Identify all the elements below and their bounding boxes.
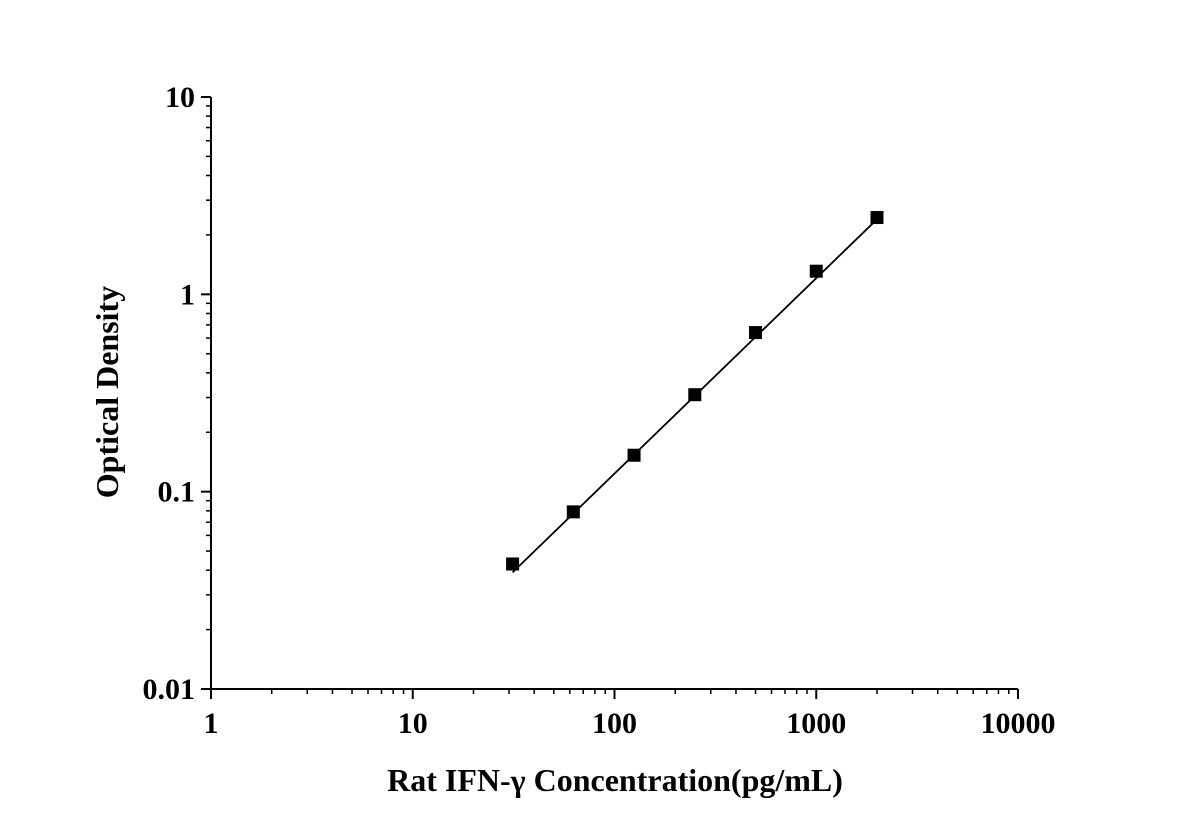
data-point (749, 326, 763, 340)
x-tick-label: 10000 (981, 707, 1056, 740)
x-tick-label: 100 (592, 707, 637, 740)
data-point (688, 388, 702, 402)
x-tick-label: 1000 (786, 707, 846, 740)
y-tick-label: 0.1 (158, 476, 196, 509)
axes (201, 96, 1019, 699)
y-tick-label: 10 (165, 81, 195, 114)
y-tick-label: 1 (180, 278, 195, 311)
data-point (506, 557, 520, 571)
data-point (870, 211, 884, 225)
data-point (566, 505, 580, 519)
tick-labels: 1 10 100 1000 10000 0.01 0.1 1 10 (143, 81, 1056, 740)
y-tick-label: 0.01 (143, 673, 196, 706)
data-points (506, 211, 884, 571)
x-tick-label: 1 (204, 707, 219, 740)
data-point (627, 448, 641, 462)
y-axis-title: Optical Density (89, 286, 125, 498)
data-point (809, 264, 823, 278)
x-tick-label: 10 (398, 707, 428, 740)
x-axis-title: Rat IFN-γ Concentration(pg/mL) (387, 762, 843, 798)
